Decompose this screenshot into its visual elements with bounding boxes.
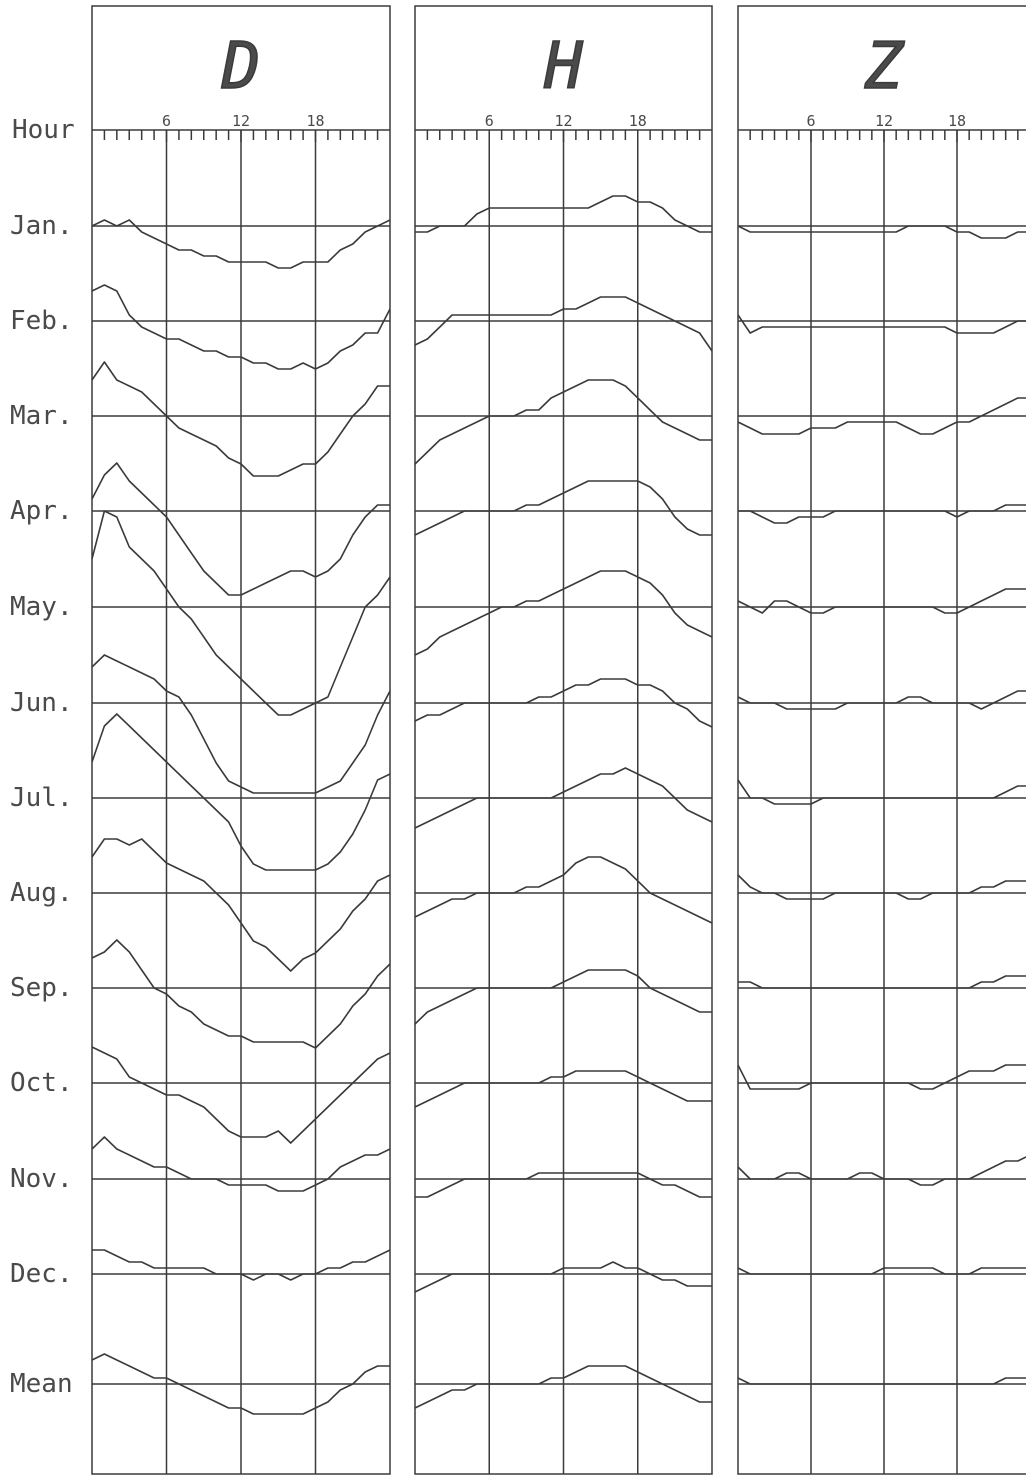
row-label-feb: Feb. — [10, 306, 73, 336]
panel-title-z: Z — [864, 30, 905, 104]
series-line-d-oct — [91, 1046, 391, 1144]
panel-title-h: H — [543, 30, 583, 104]
tick-label-12: 12 — [232, 112, 250, 130]
series-line-z-jun — [737, 690, 1026, 710]
series-line-d-jul — [91, 713, 391, 871]
series-line-z-aug — [737, 874, 1026, 900]
panel-d: D 6 12 18 — [91, 5, 391, 1475]
row-label-sep: Sep. — [10, 973, 73, 1003]
series-line-h-mar — [414, 379, 712, 465]
series-line-d-mean — [91, 1353, 390, 1415]
row-label-nov: Nov. — [10, 1164, 73, 1194]
series-line-d-apr — [91, 462, 390, 596]
series-line-z-jul — [737, 779, 1026, 805]
row-label-aug: Aug. — [10, 878, 73, 908]
panel-title-d: D — [221, 30, 261, 104]
series-line-d-may — [91, 510, 391, 716]
row-label-jul: Jul. — [10, 783, 73, 813]
series-line-h-jun — [414, 678, 713, 728]
row-label-mar: Mar. — [10, 401, 73, 431]
tick-label-12: 12 — [875, 112, 893, 130]
tick-label-6: 6 — [162, 112, 171, 130]
tick-label-6: 6 — [806, 112, 815, 130]
axis-label-hour: Hour — [12, 115, 75, 145]
row-label-jan: Jan. — [10, 211, 73, 241]
series-line-z-feb — [737, 314, 1026, 334]
series-line-d-aug — [91, 838, 391, 972]
row-labels: Hour Jan. Feb. Mar. Apr. May. Jun. Jul. Aug. Sep.… — [10, 115, 75, 1399]
series-line-z-nov — [737, 1156, 1026, 1186]
series-line-h-nov — [415, 1172, 712, 1198]
series-line-d-sep — [91, 939, 391, 1049]
series-line-z-sep — [738, 975, 1026, 989]
series-line-d-jun — [91, 654, 391, 794]
panel-h: H 6 12 18 — [414, 5, 713, 1475]
series-line-d-mar — [91, 361, 390, 477]
series-line-d-dec — [92, 1249, 391, 1281]
tick-label-18: 18 — [948, 112, 966, 130]
series-line-d-jan — [91, 219, 391, 269]
tick-label-6: 6 — [485, 112, 494, 130]
series-line-h-apr — [414, 480, 712, 536]
row-label-oct: Oct. — [10, 1068, 73, 1098]
tick-label-12: 12 — [554, 112, 572, 130]
row-label-mean: Mean — [10, 1369, 73, 1399]
series-line-h-may — [414, 570, 713, 656]
tick-label-18: 18 — [306, 112, 324, 130]
tick-label-18: 18 — [629, 112, 647, 130]
series-line-z-dec — [737, 1267, 1026, 1275]
series-line-z-mean — [737, 1377, 1026, 1385]
panel-z: Z 6 12 18 — [737, 5, 1026, 1475]
series-line-d-nov — [91, 1136, 391, 1192]
row-label-apr: Apr. — [10, 496, 73, 526]
series-line-h-oct — [414, 1070, 712, 1108]
series-line-z-jan — [737, 225, 1026, 239]
series-line-h-aug — [414, 856, 713, 924]
row-label-may: May. — [10, 592, 73, 622]
series-line-z-may — [737, 588, 1026, 614]
series-line-h-dec — [414, 1261, 712, 1293]
series-line-d-feb — [91, 284, 391, 370]
series-line-z-apr — [738, 504, 1026, 524]
series-line-h-jul — [414, 767, 713, 829]
series-line-z-oct — [737, 1064, 1026, 1090]
chart-panels: D 6 12 18 H 6 12 18 Z 6 12 18 — [91, 5, 1026, 1475]
row-label-dec: Dec. — [10, 1259, 73, 1289]
series-line-h-sep — [414, 969, 712, 1025]
series-line-h-feb — [414, 296, 713, 352]
series-line-h-jan — [415, 195, 712, 233]
series-line-h-mean — [414, 1365, 712, 1409]
row-label-jun: Jun. — [10, 688, 73, 718]
series-line-z-mar — [737, 397, 1026, 435]
